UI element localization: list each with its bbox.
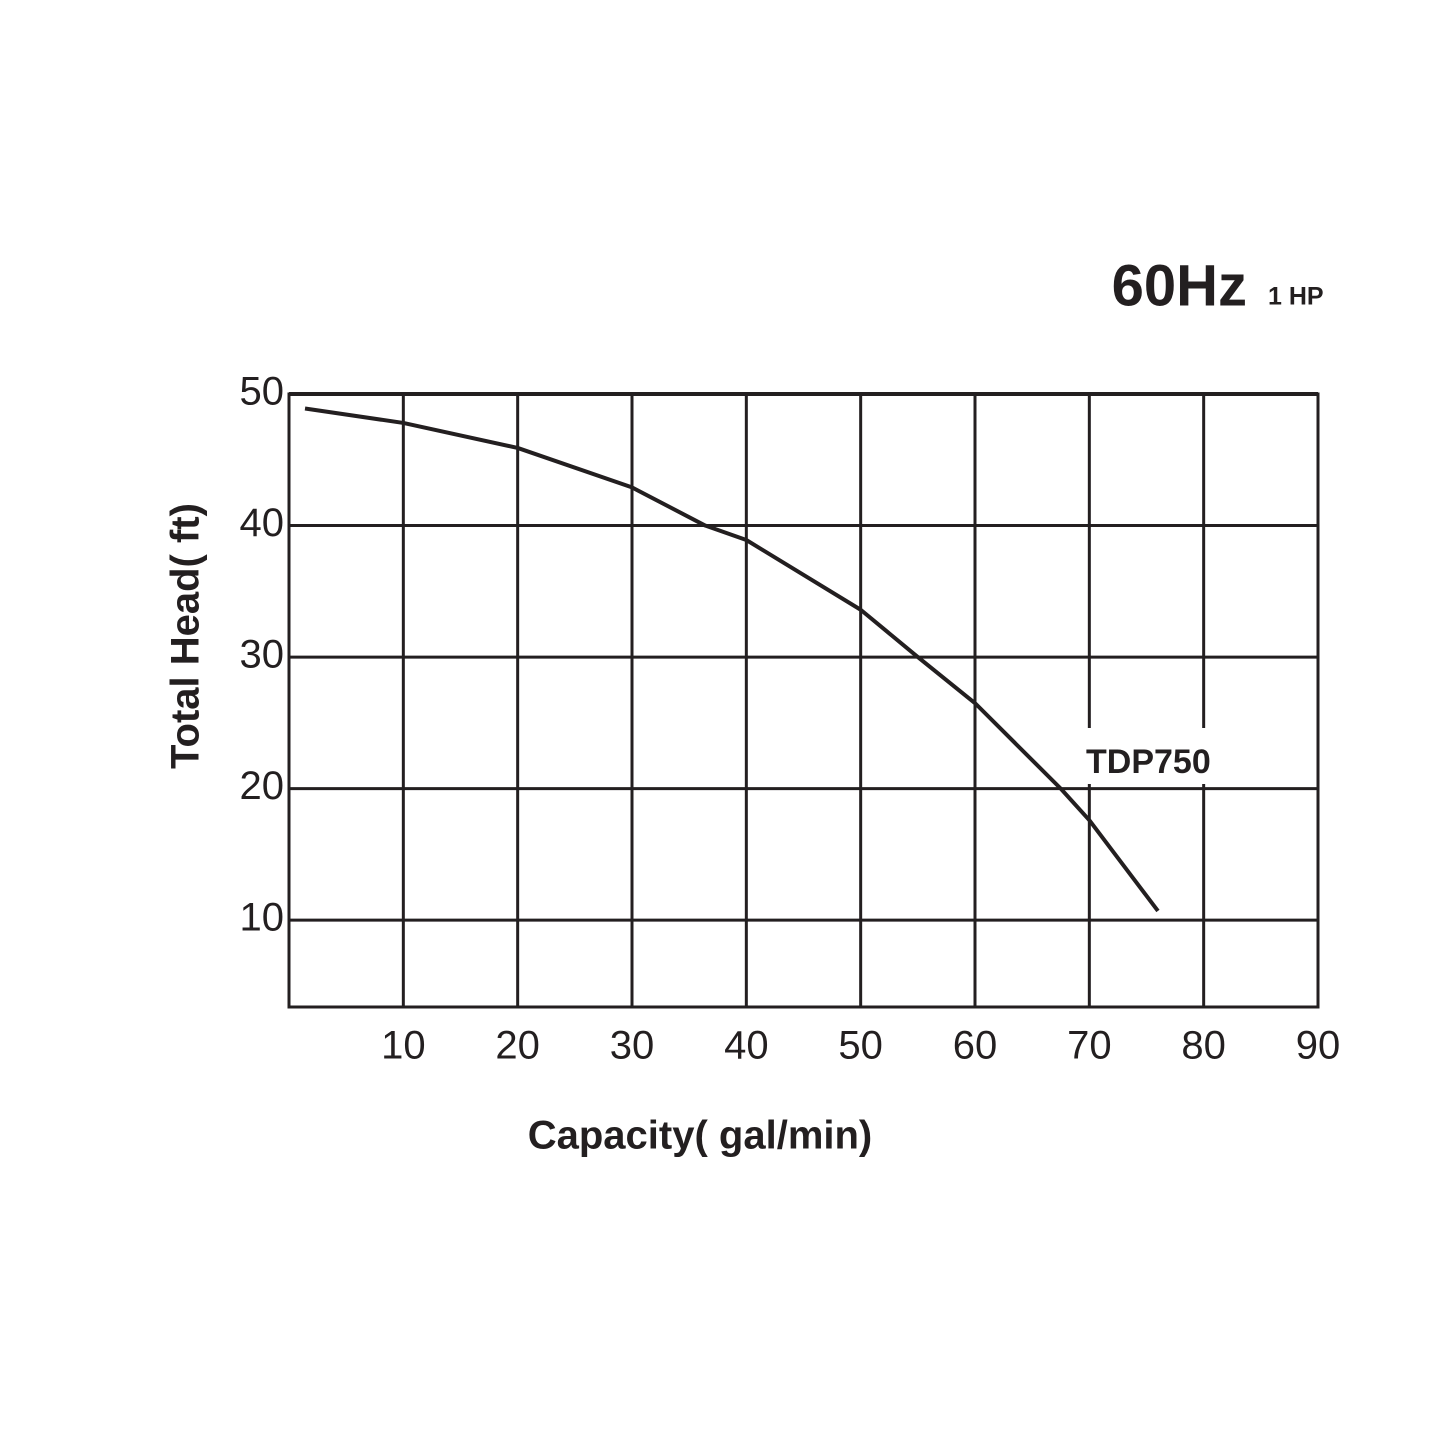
y-axis-title: Total Head( ft): [164, 503, 208, 769]
y-tick-label: 50: [240, 370, 285, 414]
y-tick-label: 10: [240, 896, 285, 940]
x-tick-label: 80: [1181, 1024, 1226, 1068]
y-tick-label: 40: [240, 501, 285, 545]
x-tick-label: 90: [1296, 1024, 1341, 1068]
plot-area: 10 20 30 40 50 10 20 30 40 50 60 70 80 90 TDP750: [240, 370, 1341, 1068]
x-tick-label: 50: [838, 1024, 883, 1068]
y-tick-label: 30: [240, 633, 285, 677]
y-tick-label: 20: [240, 764, 285, 808]
label-backdrop: [1080, 728, 1240, 784]
x-tick-label: 30: [610, 1024, 655, 1068]
x-tick-label: 10: [381, 1024, 426, 1068]
x-tick-label: 60: [953, 1024, 998, 1068]
chart-subtitle: 1 HP: [1268, 283, 1324, 311]
x-tick-label: 70: [1067, 1024, 1112, 1068]
chart-title: 60Hz: [1112, 253, 1247, 318]
series-label: TDP750: [1086, 743, 1211, 781]
x-tick-label: 40: [724, 1024, 769, 1068]
x-axis-title: Capacity( gal/min): [528, 1114, 873, 1158]
x-tick-label: 20: [495, 1024, 540, 1068]
performance-curve: [304, 406, 1160, 913]
